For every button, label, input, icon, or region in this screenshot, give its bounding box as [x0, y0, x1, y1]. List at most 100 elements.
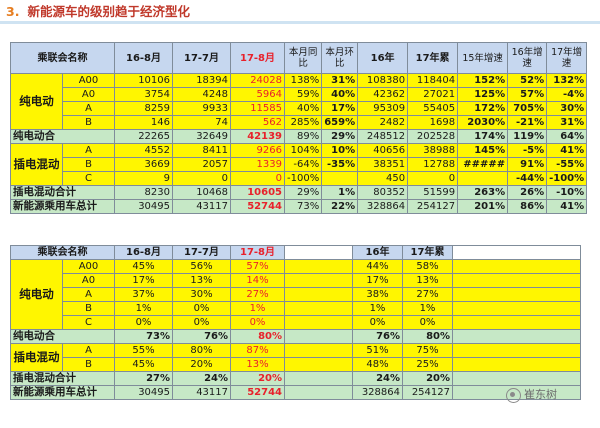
table-cell: 40656 [357, 143, 409, 158]
table-cell: 48% [352, 357, 403, 372]
empty-cell [284, 273, 353, 288]
table-cell: C [62, 171, 115, 186]
table-cell: 1% [230, 301, 285, 316]
table-cell: 10% [321, 143, 359, 158]
table-cell: 9933 [172, 101, 231, 116]
header-cell: 17年累 [407, 42, 459, 74]
table-row-nev-total: 新能源乘用车总计 30495 43117 52744 328864 254127 [10, 385, 581, 400]
table-cell: 172% [457, 101, 509, 116]
table-cell: 20% [172, 357, 231, 372]
table-cell: 22265 [114, 129, 173, 144]
table-row: 插电混动 A 4552 8411 9266 104% 10% 40656 389… [10, 143, 588, 186]
watermark-text: 崔东树 [524, 388, 557, 401]
table-cell: 5964 [230, 87, 285, 102]
table-cell: 13% [230, 357, 285, 372]
table-cell: 52744 [230, 199, 285, 214]
table-cell: 45% [114, 357, 173, 372]
table-cell: 纯电动合 [10, 129, 115, 144]
sales-table: 乘联会名称 16-8月 17-7月 17-8月 本月同比 本月环比 16年 17… [10, 42, 588, 214]
header-cell: 17年累 [402, 245, 453, 260]
empty-cell [452, 287, 581, 302]
table-cell: 40% [283, 101, 323, 116]
table-row-phev-total: 插电混动合计 8230 10468 10605 29% 1% 80352 515… [10, 185, 588, 200]
table-cell: 450 [357, 171, 409, 186]
header-cell: 15年增速 [457, 42, 509, 74]
empty-cell [284, 357, 353, 372]
table-cell: 4552 [114, 143, 173, 158]
table-cell: 201% [457, 199, 509, 214]
title-number: 3. [6, 4, 20, 19]
table-cell: 562 [230, 115, 285, 130]
table-cell: 328864 [357, 199, 409, 214]
table-cell: 0 [407, 171, 459, 186]
table-cell: 52% [507, 73, 548, 88]
header-cell: 17-8月 [230, 42, 285, 74]
table-cell: B [62, 157, 115, 172]
table-cell: 132% [546, 73, 588, 88]
page-title: 3. 新能源车的级别趋于经济型化 [6, 2, 190, 22]
table-row: A 8259 9933 11585 40% 17% 95309 55405 17… [11, 101, 588, 116]
table-cell: 152% [457, 73, 509, 88]
table-cell: 38% [352, 287, 403, 302]
table-row: A0 3754 4248 5964 59% 40% 42362 27021 12… [11, 87, 588, 102]
table-cell: 74 [172, 115, 231, 130]
table-row: C 9 0 0 -100% 450 0 -44% -100% [11, 171, 588, 186]
table-cell: 1% [114, 301, 173, 316]
table-cell: 248512 [357, 129, 409, 144]
table-cell: 13% [172, 273, 231, 288]
table-cell: 59% [283, 87, 323, 102]
empty-cell [452, 329, 581, 344]
empty-cell [284, 287, 353, 302]
header-cell: 16年 [357, 42, 409, 74]
table-cell: 328864 [352, 385, 403, 400]
empty-cell [452, 259, 581, 274]
table-cell: 8230 [114, 185, 173, 200]
table-cell: 17% [352, 273, 403, 288]
table-cell: 145% [457, 143, 509, 158]
empty-cell [284, 371, 353, 386]
table-cell: 29% [321, 129, 359, 144]
table-cell: 0% [172, 301, 231, 316]
table-cell: C [62, 315, 115, 330]
table-cell: 32649 [172, 129, 231, 144]
table-cell: 58% [402, 259, 453, 274]
table-cell: 55405 [407, 101, 459, 116]
empty-cell [284, 245, 353, 260]
table-cell: A [62, 343, 115, 358]
table-cell: 11585 [230, 101, 285, 116]
table-cell: 75% [402, 343, 453, 358]
table-cell: 80352 [357, 185, 409, 200]
table-cell: -44% [507, 171, 548, 186]
table-cell: -35% [321, 157, 359, 172]
table-cell: 42362 [357, 87, 409, 102]
table-cell: A [62, 143, 115, 158]
table-row-phev-total: 插电混动合计 27% 24% 20% 24% 20% [10, 371, 581, 386]
table-cell: 新能源乘用车总计 [10, 385, 115, 400]
table-cell: 2482 [357, 115, 409, 130]
empty-cell [284, 385, 353, 400]
table-row: B 1% 0% 1% 1% 1% [11, 301, 581, 316]
table-cell: B [62, 115, 115, 130]
table-row: A 37% 30% 27% 38% 27% [11, 287, 581, 302]
table-cell: 2030% [457, 115, 509, 130]
table-cell: 0% [230, 315, 285, 330]
header-cell: 17-7月 [172, 42, 231, 74]
group-label-phev: 插电混动 [10, 143, 63, 186]
table-cell: 254127 [407, 199, 459, 214]
header-cell: 乘联会名称 [10, 245, 115, 260]
table-cell: A [62, 101, 115, 116]
table-cell: 30495 [114, 385, 173, 400]
table-cell: 43117 [172, 385, 231, 400]
table-cell: 29% [283, 185, 323, 200]
table-cell: 80% [402, 329, 453, 344]
table-cell: 30495 [114, 199, 173, 214]
table-cell: 104% [283, 143, 323, 158]
table-cell: 1% [402, 301, 453, 316]
table-cell: A0 [62, 87, 115, 102]
table-cell: -100% [546, 171, 588, 186]
header-cell: 17-8月 [230, 245, 285, 260]
table-cell: 38351 [357, 157, 409, 172]
empty-cell [452, 245, 581, 260]
group-label-phev: 插电混动 [10, 343, 63, 372]
table-cell: 1% [352, 301, 403, 316]
